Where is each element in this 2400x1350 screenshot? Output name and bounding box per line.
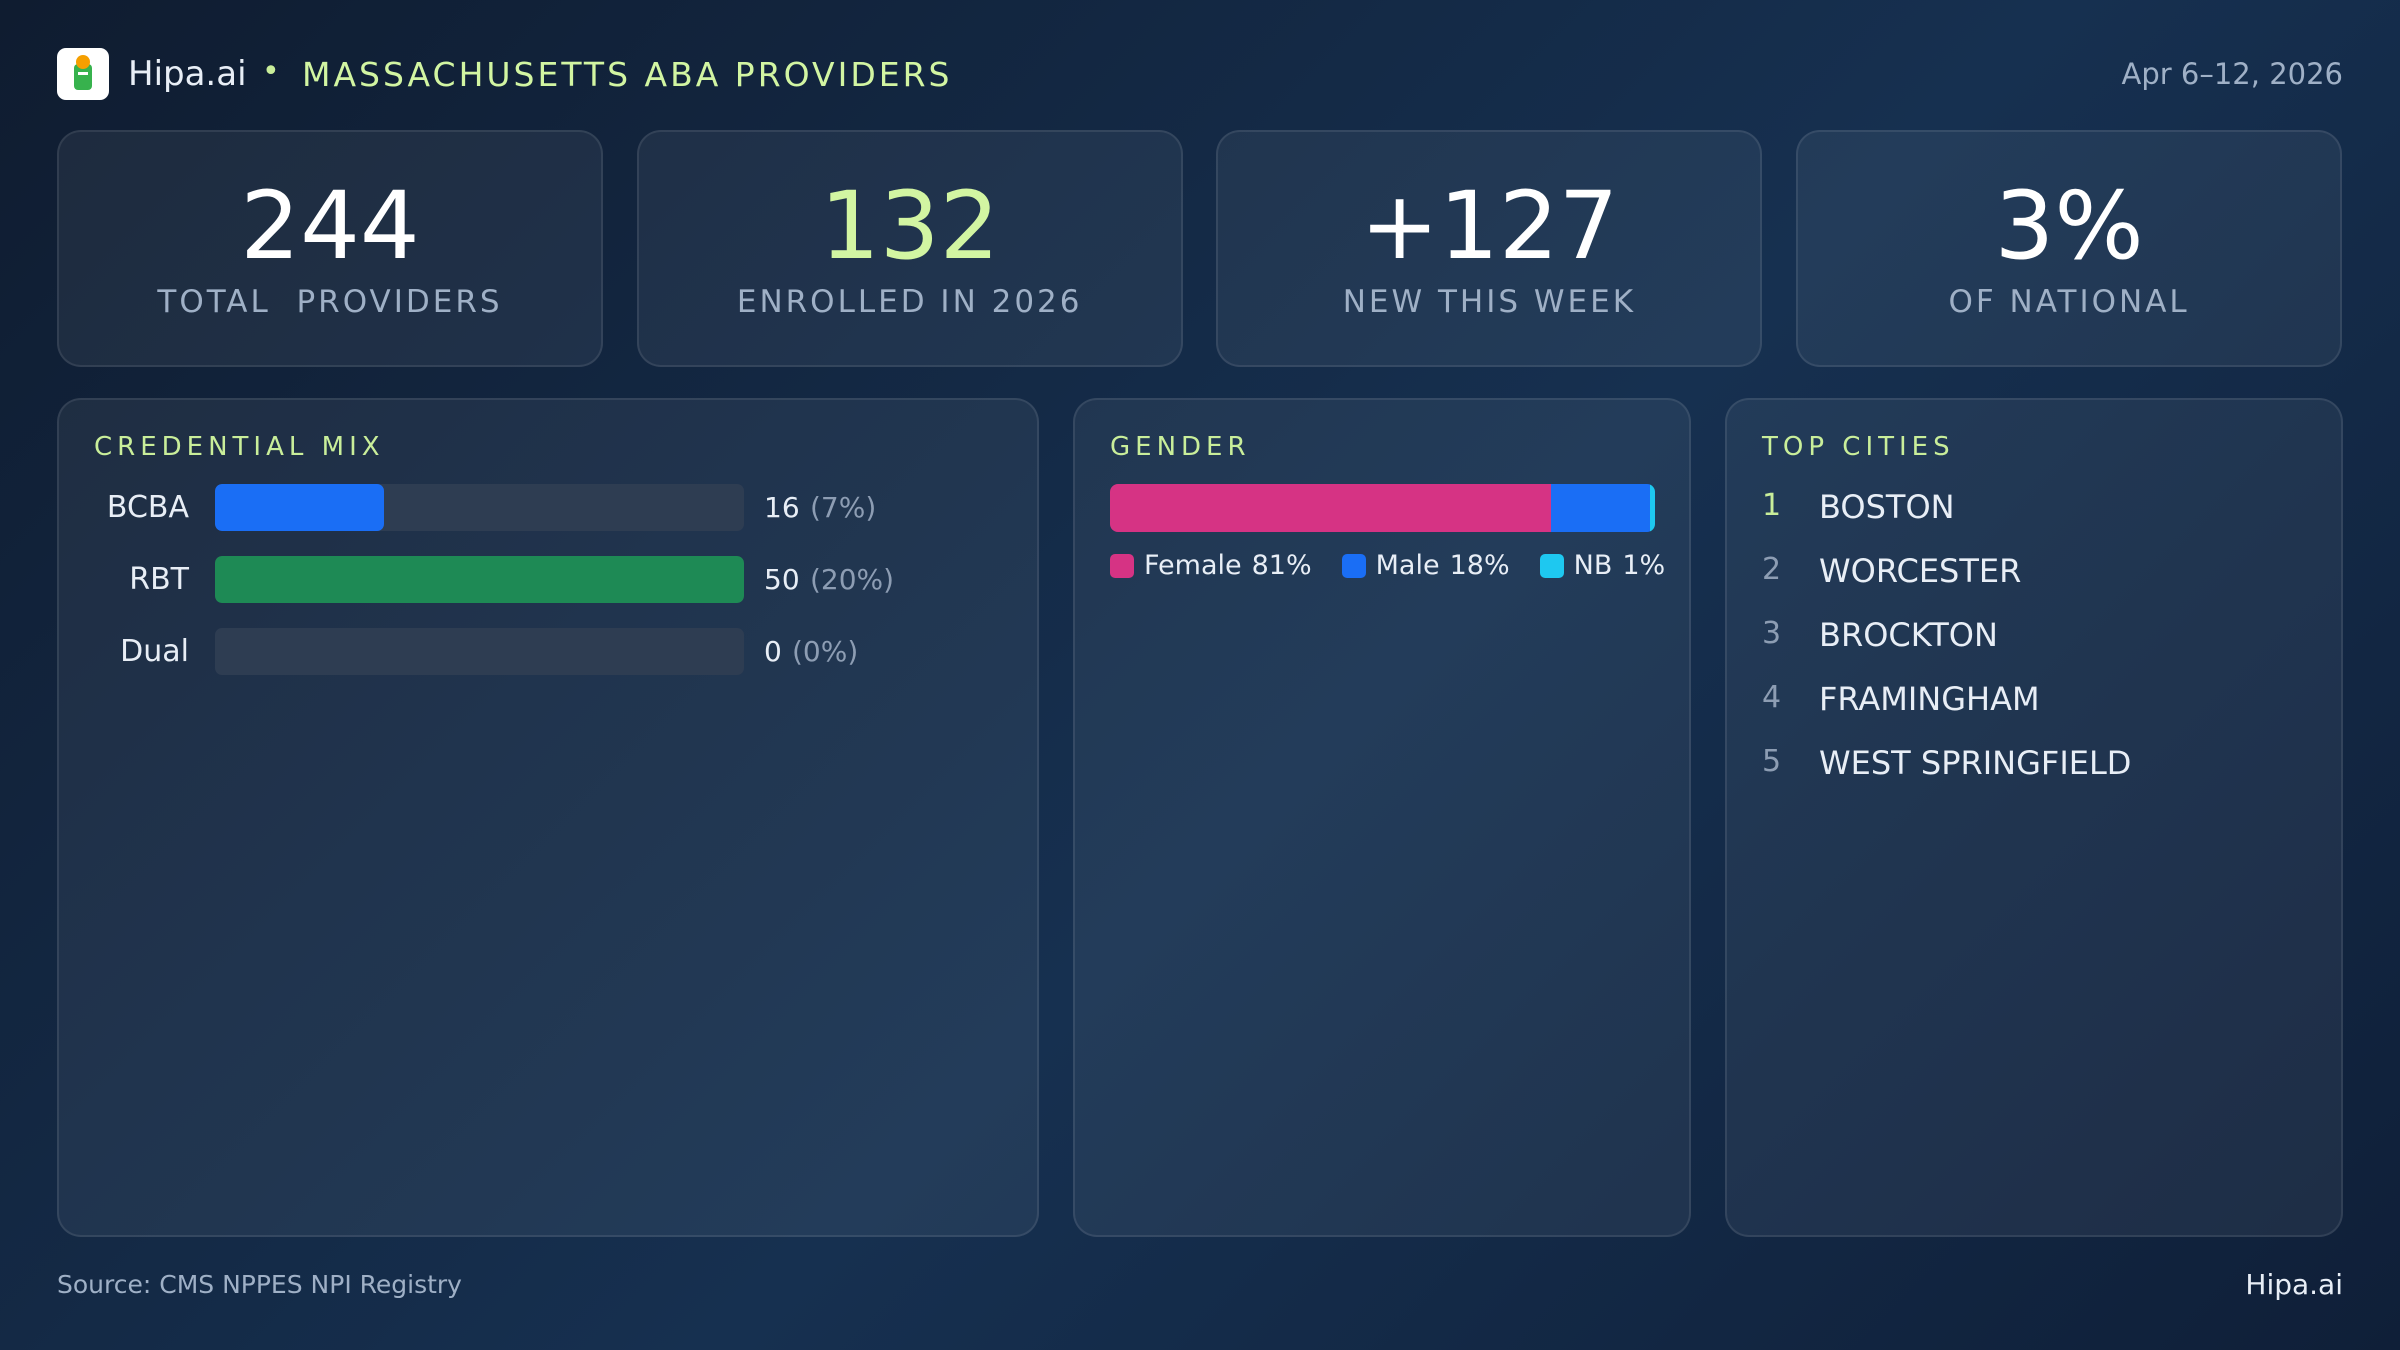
legend-name: Female (1144, 550, 1242, 581)
title: MASSACHUSETTS ABA PROVIDERS (302, 55, 953, 94)
bar (215, 556, 744, 603)
legend-item: Male 18% (1341, 550, 1510, 581)
stat-card: 3% OF NATIONAL (1796, 130, 2343, 367)
bar-track (215, 556, 744, 603)
bar-value: 16 (764, 491, 800, 524)
panel-title: GENDER (1110, 432, 1251, 462)
bar-share: (20%) (810, 563, 895, 596)
bar-share: (0%) (792, 635, 859, 668)
stat-label: TOTAL PROVIDERS (157, 284, 503, 320)
stat-value: 132 (819, 172, 1000, 281)
date: Apr 6–12, 2026 (2121, 57, 2343, 91)
legend-value: 81% (1251, 550, 1312, 581)
gender-panel: GENDER Female 81% Male 18% NB 1% (1073, 398, 1691, 1237)
bar-segment (1110, 484, 1552, 532)
city-rank: 3 (1762, 616, 1782, 651)
bar-value: 50 (764, 563, 800, 596)
panel-title: TOP CITIES (1762, 432, 1955, 462)
row-label: RBT (129, 562, 189, 597)
source: Source: CMS NPPES NPI Registry (57, 1270, 462, 1299)
city-name: WORCESTER (1819, 552, 2022, 590)
legend-value: 1% (1622, 550, 1666, 581)
bar-track (215, 628, 744, 675)
stat-card: 244 TOTAL PROVIDERS (57, 130, 603, 367)
cities-panel: TOP CITIES 1 BOSTON 2 WORCESTER 3 BROCKTON 4 FR… (1725, 398, 2343, 1237)
bar-track (215, 484, 744, 531)
city-name: WEST SPRINGFIELD (1819, 744, 2132, 782)
city-name: FRAMINGHAM (1819, 680, 2040, 718)
stat-label: ENROLLED IN 2026 (736, 284, 1083, 320)
stat-value: 3% (1994, 172, 2144, 281)
stat-value: 244 (240, 172, 420, 281)
legend-swatch (1110, 553, 1134, 578)
bar-value: 0 (764, 635, 782, 668)
logo-icon (74, 55, 92, 90)
legend-value: 18% (1449, 550, 1510, 581)
logo (57, 48, 109, 100)
stat-value: +127 (1360, 172, 1619, 281)
legend: Female 81% Male 18% NB 1% (1110, 550, 1665, 581)
footer-brand: Hipa.ai (2245, 1268, 2343, 1301)
legend-item: NB 1% (1539, 550, 1666, 581)
bar-segment (1551, 484, 1650, 532)
stat-card: +127 NEW THIS WEEK (1216, 130, 1763, 367)
panel-title: CREDENTIAL MIX (94, 432, 385, 462)
credential-panel: CREDENTIAL MIX BCBA 16 (7%) RBT 50 (20%) Dual 0… (57, 398, 1039, 1237)
legend-swatch (1539, 553, 1564, 578)
bullet: • (262, 54, 280, 89)
legend-item: Female 81% (1110, 550, 1312, 581)
row-label: Dual (120, 634, 189, 669)
city-rank: 1 (1762, 488, 1782, 523)
city-rank: 2 (1762, 552, 1782, 587)
bar (215, 484, 385, 531)
stat-card: 132 ENROLLED IN 2026 (636, 130, 1183, 367)
city-rank: 4 (1762, 680, 1782, 715)
brand: Hipa.ai (128, 54, 247, 94)
city-rank: 5 (1762, 744, 1782, 779)
bar-share: (7%) (810, 491, 877, 524)
city-name: BOSTON (1819, 488, 1955, 526)
row-label: BCBA (106, 490, 189, 525)
legend-name: NB (1573, 550, 1613, 581)
legend-name: Male (1375, 550, 1440, 581)
stat-label: OF NATIONAL (1948, 284, 2190, 320)
bar-segment (1649, 484, 1655, 532)
stat-label: NEW THIS WEEK (1342, 284, 1637, 320)
legend-swatch (1341, 553, 1366, 578)
city-name: BROCKTON (1819, 616, 1998, 654)
gender-bar (1110, 484, 1655, 532)
